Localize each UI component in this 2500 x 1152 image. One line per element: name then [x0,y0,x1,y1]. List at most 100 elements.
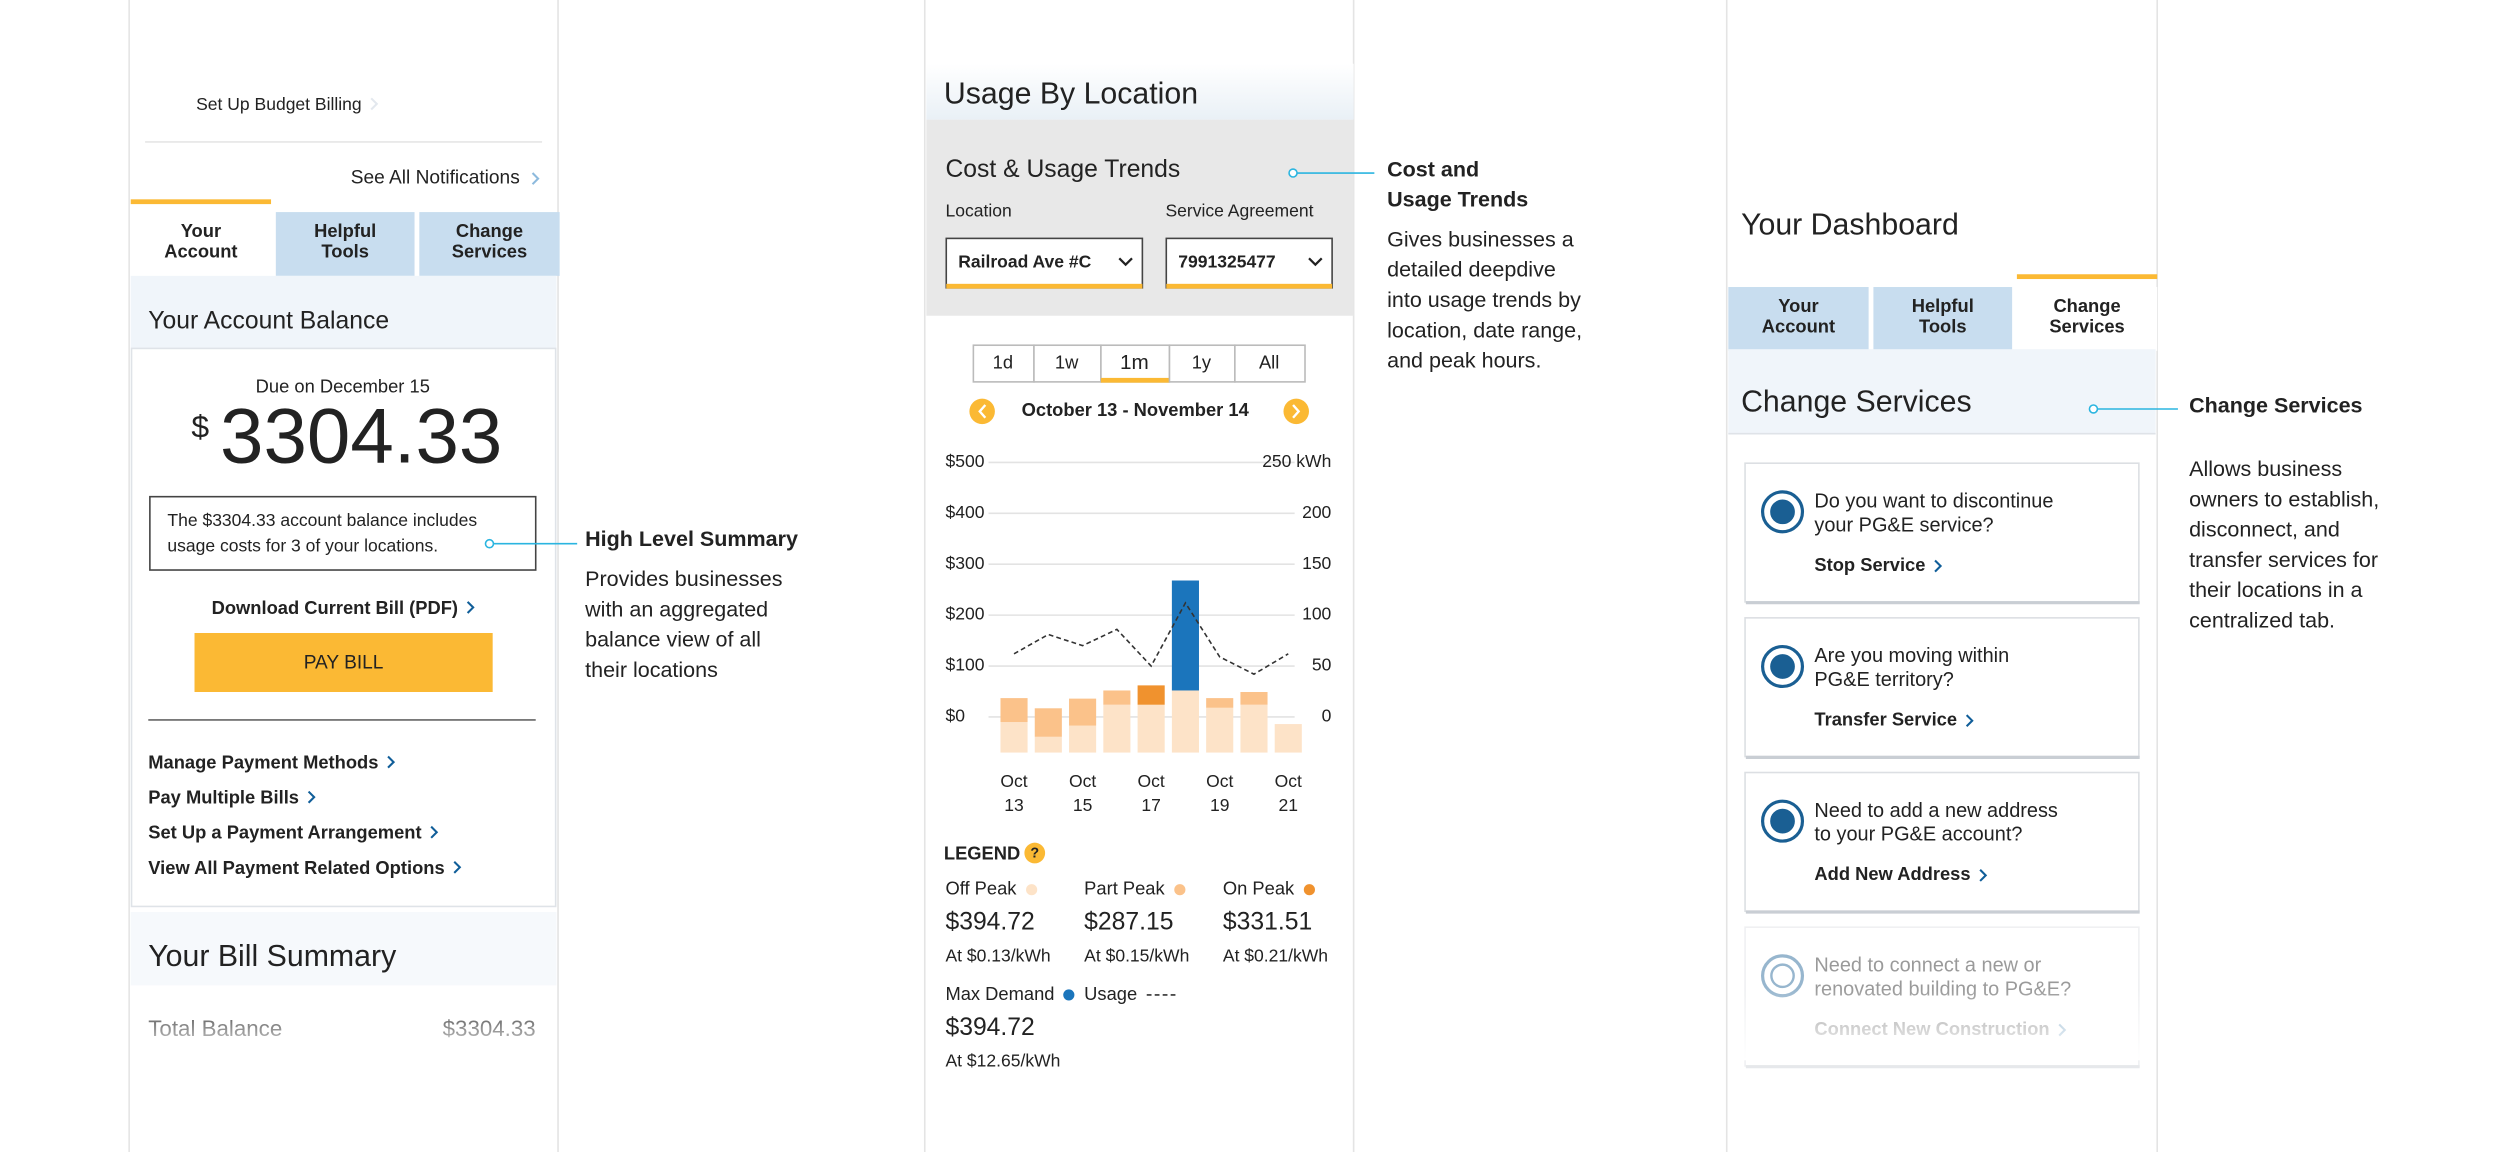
bar-segment [1069,725,1097,753]
nav-button[interactable] [1283,398,1309,425]
range-button[interactable] [1033,344,1102,383]
tab[interactable] [1873,287,2013,351]
tab[interactable] [419,212,560,276]
tab-indicator [2016,274,2158,280]
tab[interactable] [275,212,415,276]
legend-swatch [1063,989,1075,1001]
dropdown-value: 7991325477 [1178,252,1275,272]
y2-tick-label: 150 [1302,553,1331,573]
bar-segment [1171,580,1199,691]
tab[interactable] [1728,287,1869,351]
legend-label: Max Demand [945,983,1054,1004]
link[interactable]: See All Notifications [351,168,520,189]
y-tick-label: $300 [945,553,984,573]
range-button[interactable] [972,344,1035,383]
text-line: Change [456,220,523,241]
card-question: to your PG&E account? [1814,824,2022,846]
tab-label: Your Account [1762,295,1835,337]
range-indicator [1100,377,1170,383]
tab[interactable] [2016,287,2158,351]
link[interactable]: Transfer Service [1814,709,1957,730]
x-tick-label: Oct 15 [1069,771,1096,815]
bar-segment [1069,698,1097,726]
y-tick-label: $100 [945,655,984,675]
section-header [1728,349,2156,434]
dropdown-value: Railroad Ave #C [958,252,1091,272]
legend-swatch [1303,884,1315,896]
field-label: Location [945,201,1011,221]
text-line: 13 [1004,795,1023,815]
card [1744,617,2140,758]
card-icon-inner [1770,654,1795,679]
link[interactable]: Stop Service [1814,554,1925,575]
section-title: Your Account Balance [148,308,389,335]
y-tick-label: $400 [945,502,984,522]
annotation-body: centralized tab. [2189,609,2335,633]
bar-segment [1137,685,1165,705]
tab-label: Helpful Tools [314,220,376,262]
link[interactable]: Set Up a Payment Arrangement [148,822,421,843]
link[interactable]: Pay Multiple Bills [148,787,299,808]
card-icon-inner [1770,499,1795,525]
link[interactable]: Manage Payment Methods [148,752,378,773]
chevron [1979,869,1988,882]
range-label: 1m [1120,351,1149,374]
annotation-body: transfer services for [2189,548,2378,572]
note-text: usage costs for 3 of your locations. [167,536,438,556]
text-line: Helpful [1912,295,1974,316]
card-question: Need to connect a new or [1814,954,2041,976]
note-text: The $3304.33 account balance includes [167,510,477,530]
header [926,63,1354,120]
legend-rate: At $12.65/kWh [945,1051,1060,1071]
annotation-body: with an aggregated [584,597,768,621]
annotation-body: disconnect, and [2189,518,2340,542]
y-tick-label: $0 [945,706,965,726]
chevron [1308,257,1323,267]
connector-dot [1288,168,1298,178]
legend-label: Part Peak [1084,878,1165,899]
bar-segment [1240,704,1268,753]
link[interactable]: Download Current Bill (PDF) [212,597,458,618]
section-header [130,275,557,348]
tab-label: Helpful Tools [1912,295,1974,337]
range-button[interactable] [1234,344,1306,383]
bar-segment [1034,708,1062,737]
chevron [453,860,462,874]
text-line: Services [452,241,527,262]
x-tick-label: Oct 19 [1206,771,1233,815]
pay-button[interactable] [194,632,493,692]
link[interactable]: View All Payment Related Options [148,857,444,878]
bar-segment [1103,690,1131,705]
annotation-body: balance view of all [585,628,761,652]
bar-segment [1000,722,1028,753]
annotation-body: and peak hours. [1387,349,1541,373]
bar-segment [1171,690,1199,753]
card [1744,462,2140,603]
dropdown[interactable] [945,237,1144,289]
dropdown[interactable] [1165,237,1333,289]
card [1744,771,2140,913]
tab[interactable] [130,212,272,276]
bar-segment [1034,736,1062,753]
annotation-body: owners to establish, [2189,487,2379,511]
link[interactable]: Add New Address [1814,863,1970,884]
faded-link[interactable]: Set Up Budget Billing [196,94,362,114]
annotation-title: High Level Summary [585,527,798,551]
nav-button[interactable] [969,398,995,425]
text-line: Services [2049,316,2124,337]
help-icon[interactable] [1024,842,1046,864]
tab-indicator [130,199,272,205]
text-line: Change [2053,295,2120,316]
bar-segment [1274,724,1302,753]
y2-tick-label: 50 [1312,655,1332,675]
y-tick-label: $200 [945,604,984,624]
y-tick-label: $500 [945,451,984,471]
range-button[interactable] [1168,344,1236,383]
section-title: Change Services [1741,385,1972,418]
text-line: 15 [1073,795,1092,815]
chevron [978,404,987,419]
